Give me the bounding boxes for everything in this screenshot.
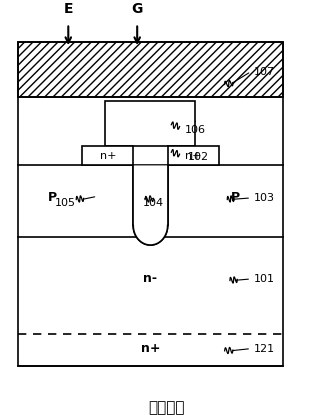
Text: P: P [48, 191, 57, 205]
Text: G: G [132, 2, 143, 16]
Text: 105: 105 [55, 198, 76, 208]
Text: 103: 103 [254, 193, 275, 203]
Text: 退火处理: 退火处理 [149, 400, 185, 415]
Text: 121: 121 [254, 344, 275, 354]
Text: 107: 107 [254, 66, 275, 76]
Text: n+: n+ [141, 342, 160, 355]
Bar [168, 146, 219, 166]
Bar [18, 42, 283, 366]
Bar [18, 166, 283, 237]
Text: n+: n+ [100, 151, 116, 161]
Text: P: P [231, 191, 240, 205]
Bar [18, 42, 283, 98]
Bar [81, 146, 133, 166]
Text: E: E [63, 2, 73, 16]
Text: 101: 101 [254, 274, 275, 284]
Text: 104: 104 [143, 198, 164, 208]
PathPatch shape [133, 166, 168, 245]
Text: n-: n- [143, 272, 157, 286]
Text: 102: 102 [187, 152, 209, 162]
Bar [18, 334, 283, 366]
Bar [18, 237, 283, 334]
Bar [106, 101, 195, 146]
Text: n+: n+ [185, 151, 201, 161]
Text: 106: 106 [185, 125, 206, 135]
